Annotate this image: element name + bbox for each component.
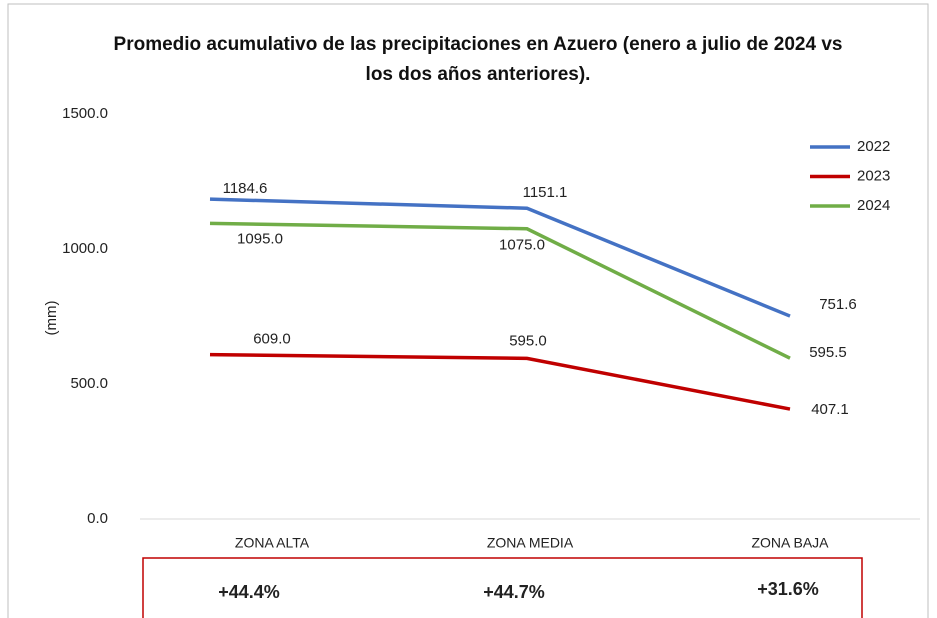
data-label: 751.6 xyxy=(819,296,857,313)
data-label: 609.0 xyxy=(253,331,291,348)
y-tick-label: 0.0 xyxy=(87,510,108,527)
annotation: +31.6% xyxy=(757,579,819,599)
annotation: +44.4% xyxy=(218,582,280,602)
legend-label: 2022 xyxy=(857,138,890,155)
chart-title: Promedio acumulativo de las precipitacio… xyxy=(113,34,843,85)
annotation: +44.7% xyxy=(483,582,545,602)
legend-label: 2024 xyxy=(857,197,890,214)
annotation-box xyxy=(142,557,863,618)
y-tick-label: 1000.0 xyxy=(62,240,108,257)
data-label: 595.0 xyxy=(509,332,547,349)
series-line xyxy=(209,352,791,411)
chart-frame xyxy=(7,3,929,618)
y-axis-label: (mm) xyxy=(43,301,60,336)
legend-label: 2023 xyxy=(857,167,890,184)
series-line xyxy=(209,197,791,318)
series-line xyxy=(209,221,791,360)
x-tick-label: ZONA ALTA xyxy=(235,535,310,551)
data-label: 1095.0 xyxy=(237,230,283,247)
y-tick-label: 1500.0 xyxy=(62,105,108,122)
data-label: 1151.1 xyxy=(523,184,568,201)
data-label: 595.5 xyxy=(809,344,847,361)
data-label: 1184.6 xyxy=(223,180,268,197)
y-tick-label: 500.0 xyxy=(70,375,108,392)
x-tick-label: ZONA MEDIA xyxy=(487,535,574,551)
data-label: 1075.0 xyxy=(499,237,545,254)
data-label: 407.1 xyxy=(811,401,849,418)
x-tick-label: ZONA BAJA xyxy=(751,535,829,551)
